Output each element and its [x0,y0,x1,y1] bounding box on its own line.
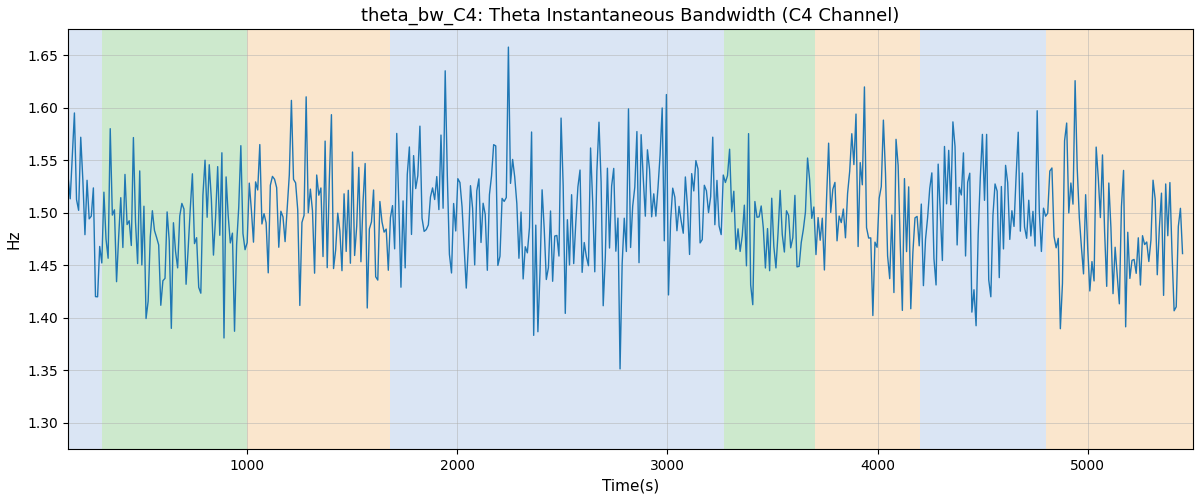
Bar [724,30,815,449]
X-axis label: Time(s): Time(s) [602,478,659,493]
Y-axis label: Hz: Hz [7,230,22,249]
Bar [692,30,724,449]
Bar [390,30,692,449]
Bar [68,30,102,449]
Bar [102,30,247,449]
Bar [247,30,390,449]
Bar [815,30,919,449]
Bar [1046,30,1193,449]
Bar [919,30,1046,449]
Title: theta_bw_C4: Theta Instantaneous Bandwidth (C4 Channel): theta_bw_C4: Theta Instantaneous Bandwid… [361,7,900,25]
